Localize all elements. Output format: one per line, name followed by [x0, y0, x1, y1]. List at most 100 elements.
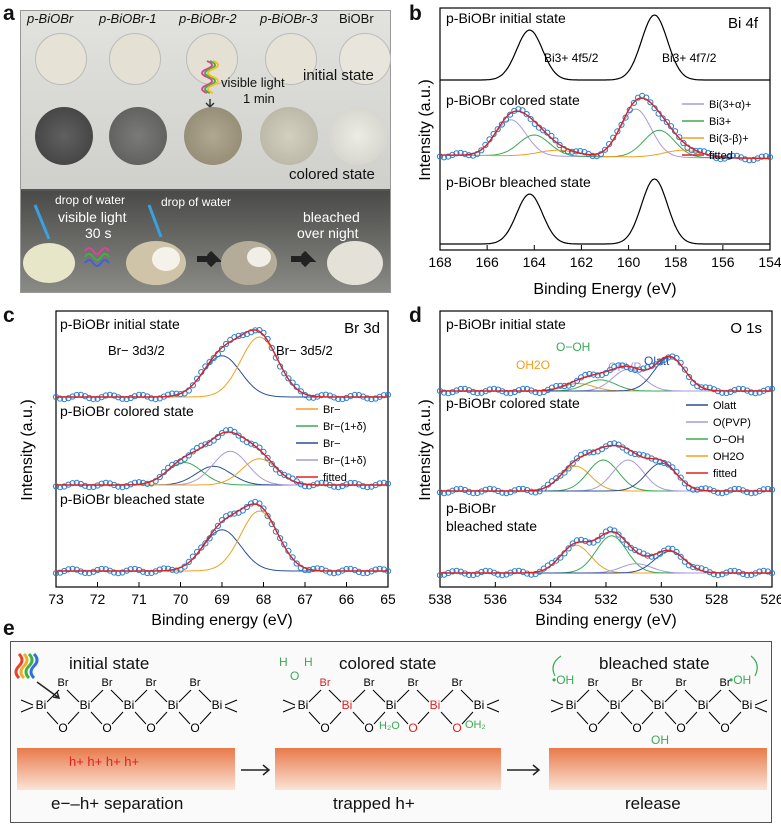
data-point — [681, 480, 688, 487]
data-point — [766, 154, 774, 161]
data-point — [601, 146, 609, 153]
data-point — [214, 522, 221, 529]
o-atom: O — [676, 721, 685, 735]
water-molecule-h2: H — [304, 655, 313, 669]
tick-label: 68 — [256, 591, 272, 607]
data-point — [90, 483, 97, 490]
data-point — [486, 568, 493, 575]
fitted-line-0 — [56, 329, 388, 398]
tick-label: 71 — [131, 591, 147, 607]
data-point — [98, 480, 105, 487]
data-point — [594, 372, 601, 379]
panel-d-label: d — [409, 304, 422, 327]
legend-label: fitted — [709, 150, 733, 162]
legend-label: O(PVP) — [713, 417, 751, 429]
data-point — [260, 505, 267, 512]
sample-name-4: p-BiOBr-3 — [260, 11, 318, 26]
bond — [134, 689, 168, 725]
panel-d-ann-oh: O−OH — [556, 340, 590, 354]
panel-d-state-bleached-2: bleached state — [446, 518, 537, 534]
data-point — [598, 532, 605, 539]
o-atom: O — [408, 721, 417, 735]
br-atom: Br — [190, 677, 201, 689]
data-point — [744, 489, 751, 496]
o-atom: O — [320, 721, 329, 735]
tick-label: 536 — [484, 591, 508, 607]
data-point — [482, 486, 489, 493]
panel-b-ticks: 168 166 164 162 160 158 156 154 — [428, 245, 781, 270]
data-point — [277, 535, 284, 542]
bi-atom: Bi — [474, 698, 485, 712]
water-molecule-3: OH₂ — [465, 719, 486, 731]
data-point — [482, 141, 489, 148]
data-point — [677, 474, 684, 481]
stage-trapped-label: trapped h+ — [333, 794, 415, 813]
data-point — [742, 156, 749, 163]
br-atom: Br — [408, 677, 419, 689]
data-point — [218, 345, 226, 353]
data-point — [384, 480, 392, 487]
data-point — [739, 386, 747, 393]
bi-atom: Bi — [298, 698, 309, 712]
stage-release-label: release — [625, 794, 681, 813]
tick-label: 73 — [48, 591, 64, 607]
panel-c-chart: Br 3d p-BiOBr initial state p-BiOBr colo… — [19, 310, 395, 629]
data-point — [748, 389, 755, 396]
data-point — [289, 554, 296, 561]
data-point — [515, 387, 523, 394]
bi-atom: Bi — [654, 698, 665, 712]
bleaching-sequence — [23, 204, 383, 285]
data-point — [680, 139, 687, 147]
bi-atom: Bi — [342, 698, 353, 712]
br-atom: Br — [58, 677, 69, 689]
legend-label: fitted — [713, 468, 737, 480]
release-arrow-icon-1 — [552, 655, 562, 677]
data-point — [131, 393, 138, 400]
data-point — [527, 116, 534, 123]
data-point — [223, 340, 230, 348]
panel-d-xlabel: Binding energy (eV) — [535, 612, 676, 629]
panel-c-legend: Br− Br−(1+δ) Br− Br−(1+δ) fitted — [296, 404, 366, 484]
data-point — [690, 486, 697, 493]
data-point — [364, 395, 371, 402]
data-point — [156, 566, 163, 573]
o-atom: O — [58, 721, 67, 735]
data-point — [758, 153, 765, 160]
tick-label: 528 — [705, 591, 729, 607]
panel-c-element: Br 3d — [344, 320, 380, 337]
data-point — [343, 481, 350, 488]
disc-sequence-3 — [221, 241, 277, 285]
data-point — [523, 111, 530, 118]
panel-b-peak-52: Bi3+ 4f5/2 — [544, 51, 599, 65]
bond — [664, 689, 698, 725]
bleached-label-2: over night — [297, 225, 359, 241]
panel-b-label: b — [409, 2, 422, 25]
data-point — [206, 359, 213, 366]
data-point — [335, 395, 342, 403]
component-0-0 — [56, 355, 388, 398]
bond — [46, 689, 80, 725]
panel-d-legend: Olatt O(PVP) O−OH OH2O fitted — [686, 400, 751, 480]
tick-label: 65 — [380, 591, 395, 607]
light-source-icon — [14, 652, 61, 699]
spectrum-line-0 — [440, 14, 770, 81]
bond — [90, 689, 124, 725]
data-point — [659, 115, 666, 122]
semiconductor-slab-2 — [275, 748, 501, 790]
data-point — [615, 531, 622, 538]
bi-atom: Bi — [168, 698, 179, 712]
stage-bleached-label: bleached state — [599, 654, 710, 673]
data-point — [119, 395, 126, 402]
spectrum-line-2 — [440, 178, 770, 245]
sample-name-2: p-BiOBr-1 — [99, 11, 157, 26]
panel-b-chart: Bi 4f p-BiOBr initial state p-BiOBr colo… — [417, 7, 781, 298]
panel-c-state-colored: p-BiOBr colored state — [60, 403, 194, 419]
tick-label: 166 — [475, 254, 499, 270]
disc-sequence-1 — [23, 243, 75, 283]
data-point — [223, 427, 230, 434]
br-atom: Br — [146, 677, 157, 689]
data-point — [681, 366, 688, 373]
data-point — [347, 393, 354, 400]
data-point — [306, 483, 313, 490]
data-point — [710, 571, 717, 578]
